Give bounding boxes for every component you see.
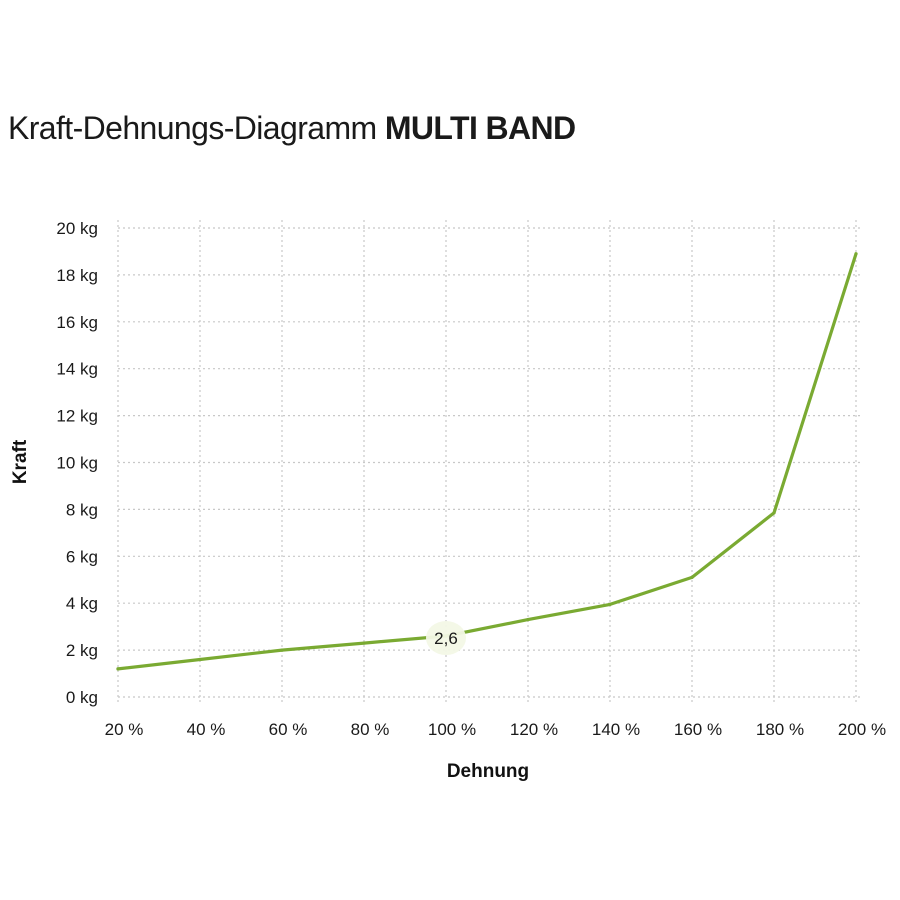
data-point <box>608 602 612 606</box>
y-tick-label: 6 kg <box>66 547 98 566</box>
x-tick-label: 40 % <box>187 720 226 739</box>
x-tick-label: 180 % <box>756 720 804 739</box>
x-tick-label: 140 % <box>592 720 640 739</box>
y-tick-label: 4 kg <box>66 594 98 613</box>
y-tick-label: 0 kg <box>66 688 98 707</box>
data-point <box>690 575 694 580</box>
y-tick-label: 20 kg <box>56 219 98 238</box>
chart-title: Kraft-Dehnungs-Diagramm MULTI BAND <box>8 110 576 147</box>
y-tick-label: 10 kg <box>56 454 98 473</box>
chart-grid <box>117 220 862 703</box>
data-label: 2,6 <box>434 629 458 648</box>
x-tick-label: 200 % <box>838 720 886 739</box>
x-tick-label: 100 % <box>428 720 476 739</box>
data-point <box>198 657 202 662</box>
y-tick-label: 8 kg <box>66 500 98 519</box>
y-tick-label: 16 kg <box>56 313 98 332</box>
x-tick-label: 60 % <box>269 720 308 739</box>
y-tick-label: 14 kg <box>56 360 98 379</box>
y-tick-label: 18 kg <box>56 266 98 285</box>
chart-title-bold: MULTI BAND <box>384 110 576 146</box>
x-tick-label: 120 % <box>510 720 558 739</box>
x-axis-ticks: 20 % 40 % 60 % 80 % 100 % 120 % 140 % 160 % 180 … <box>105 720 886 739</box>
chart-title-regular: Kraft-Dehnungs-Diagramm <box>8 110 377 146</box>
y-axis-ticks: 0 kg 2 kg 4 kg 6 kg 8 kg 10 kg 12 kg 14 kg 16 kg… <box>56 219 98 707</box>
x-tick-label: 160 % <box>674 720 722 739</box>
chart-annotations: 2,6 <box>426 621 466 656</box>
data-label-halo <box>426 621 466 656</box>
y-axis-title: Kraft <box>10 439 31 484</box>
data-point <box>526 618 530 622</box>
x-tick-label: 20 % <box>105 720 144 739</box>
chart-series <box>116 252 858 671</box>
data-point <box>772 511 776 515</box>
data-point <box>854 252 858 256</box>
y-tick-label: 12 kg <box>56 407 98 426</box>
data-point <box>116 667 120 671</box>
y-tick-label: 2 kg <box>66 641 98 660</box>
x-axis-title: Dehnung <box>447 761 529 782</box>
series-line <box>116 252 858 671</box>
data-point <box>362 641 366 645</box>
data-point <box>280 648 284 652</box>
x-tick-label: 80 % <box>351 720 390 739</box>
